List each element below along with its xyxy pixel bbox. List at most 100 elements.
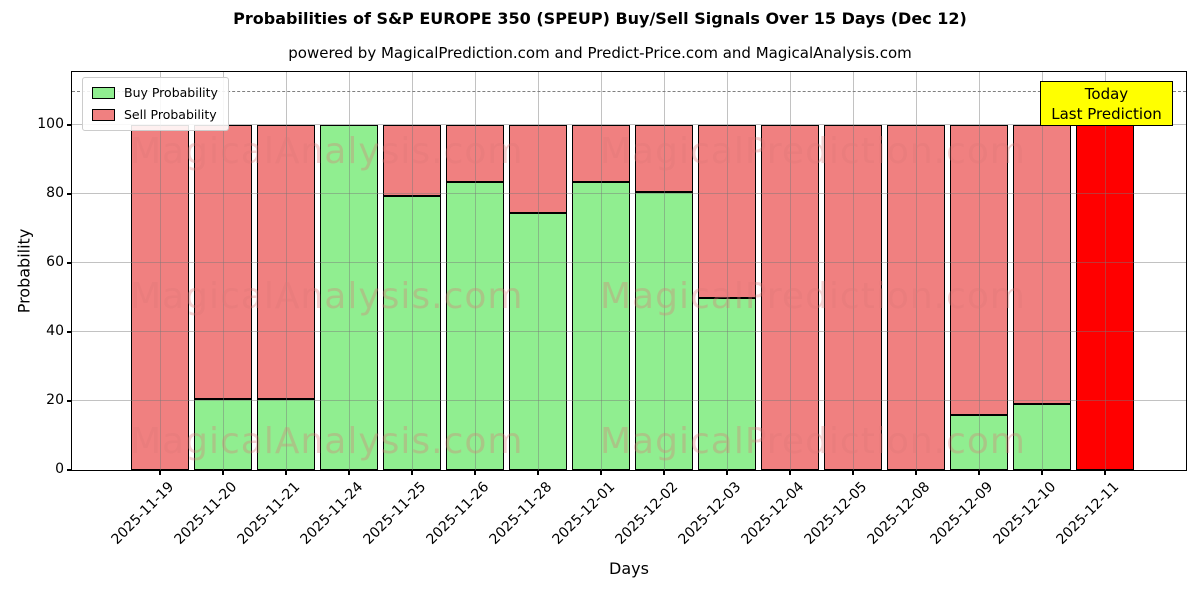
bar-sell-segment-2025-12-11 xyxy=(1076,125,1134,470)
vertical-gridline xyxy=(286,72,287,470)
bar-sell-segment-2025-12-09 xyxy=(950,125,1008,415)
legend-buy-label: Buy Probability xyxy=(124,85,218,100)
x-tick-mark xyxy=(600,470,602,475)
bar-sell-segment-2025-11-26 xyxy=(446,125,504,182)
legend-item-sell: Sell Probability xyxy=(92,107,218,122)
bar-sell-segment-2025-12-01 xyxy=(572,125,630,182)
y-tick-label: 60 xyxy=(46,254,64,270)
vertical-gridline xyxy=(601,72,602,470)
x-tick-mark xyxy=(348,470,350,475)
bar-buy-segment-2025-11-28 xyxy=(509,212,567,470)
x-tick-mark xyxy=(1104,470,1106,475)
x-tick-label: 2025-11-26 xyxy=(423,479,493,548)
x-tick-label: 2025-12-08 xyxy=(864,479,934,548)
bar-buy-segment-2025-11-25 xyxy=(383,195,441,470)
bar-buy-segment-2025-12-02 xyxy=(635,192,693,470)
x-tick-mark xyxy=(915,470,917,475)
y-tick-label: 100 xyxy=(37,116,64,132)
sell-swatch-icon xyxy=(92,108,115,121)
x-tick-mark xyxy=(537,470,539,475)
vertical-gridline xyxy=(979,72,980,470)
x-tick-mark xyxy=(474,470,476,475)
x-tick-mark xyxy=(726,470,728,475)
bar-buy-segment-2025-12-10 xyxy=(1013,404,1071,470)
horizontal-gridline xyxy=(72,262,1186,263)
y-tick-label: 40 xyxy=(46,323,64,339)
bar-buy-segment-2025-11-24 xyxy=(320,125,378,470)
y-tick-mark xyxy=(67,124,72,126)
x-tick-mark xyxy=(789,470,791,475)
y-axis-label: Probability xyxy=(14,228,34,314)
x-tick-label: 2025-12-11 xyxy=(1053,479,1123,548)
y-tick-label: 0 xyxy=(55,461,64,477)
horizontal-gridline xyxy=(72,400,1186,401)
bar-sell-segment-2025-11-19 xyxy=(131,125,189,470)
vertical-gridline xyxy=(475,72,476,470)
chart-subtitle: powered by MagicalPrediction.com and Pre… xyxy=(288,44,912,62)
legend-sell-label: Sell Probability xyxy=(124,107,217,122)
y-tick-mark xyxy=(67,469,72,471)
vertical-gridline xyxy=(349,72,350,470)
vertical-gridline xyxy=(727,72,728,470)
bar-buy-segment-2025-11-20 xyxy=(194,399,252,470)
x-tick-mark xyxy=(1041,470,1043,475)
threshold-dashed-line xyxy=(72,90,1186,92)
y-tick-mark xyxy=(67,262,72,264)
x-tick-label: 2025-11-19 xyxy=(108,479,178,548)
x-axis-label: Days xyxy=(609,559,649,578)
bar-sell-segment-2025-12-10 xyxy=(1013,125,1071,405)
x-tick-label: 2025-11-24 xyxy=(297,479,367,548)
x-tick-label: 2025-11-21 xyxy=(234,479,304,548)
vertical-gridline xyxy=(538,72,539,470)
x-tick-label: 2025-12-01 xyxy=(549,479,619,548)
bar-sell-segment-2025-12-08 xyxy=(887,125,945,470)
bar-buy-segment-2025-12-03 xyxy=(698,297,756,470)
y-tick-mark xyxy=(67,331,72,333)
y-tick-label: 20 xyxy=(46,392,64,408)
bar-sell-segment-2025-11-21 xyxy=(257,125,315,400)
bar-sell-segment-2025-11-20 xyxy=(194,125,252,400)
vertical-gridline xyxy=(1042,72,1043,470)
x-tick-label: 2025-12-04 xyxy=(738,479,808,548)
bar-sell-segment-2025-12-03 xyxy=(698,125,756,298)
bar-sell-segment-2025-11-28 xyxy=(509,125,567,213)
bar-buy-segment-2025-12-09 xyxy=(950,414,1008,470)
y-tick-label: 80 xyxy=(46,185,64,201)
bar-sell-segment-2025-11-25 xyxy=(383,125,441,196)
vertical-gridline xyxy=(412,72,413,470)
x-tick-mark xyxy=(159,470,161,475)
vertical-gridline xyxy=(664,72,665,470)
x-tick-mark xyxy=(285,470,287,475)
x-tick-label: 2025-11-25 xyxy=(360,479,430,548)
vertical-gridline xyxy=(790,72,791,470)
bar-buy-segment-2025-11-21 xyxy=(257,399,315,470)
vertical-gridline xyxy=(853,72,854,470)
x-tick-mark xyxy=(663,470,665,475)
bar-sell-segment-2025-12-02 xyxy=(635,125,693,193)
x-tick-label: 2025-11-20 xyxy=(171,479,241,548)
plot-area: MagicalAnalysis.com MagicalPrediction.com… xyxy=(71,71,1187,471)
vertical-gridline xyxy=(223,72,224,470)
buy-swatch-icon xyxy=(92,86,115,99)
bar-buy-segment-2025-11-26 xyxy=(446,181,504,470)
x-tick-mark xyxy=(852,470,854,475)
horizontal-gridline xyxy=(72,124,1186,125)
x-tick-mark xyxy=(411,470,413,475)
horizontal-gridline xyxy=(72,331,1186,332)
today-annotation-box: Today Last Prediction xyxy=(1040,81,1173,126)
x-tick-label: 2025-12-10 xyxy=(990,479,1060,548)
chart-title: Probabilities of S&P EUROPE 350 (SPEUP) … xyxy=(233,9,967,28)
today-annotation-line2: Last Prediction xyxy=(1051,104,1162,123)
x-tick-mark xyxy=(222,470,224,475)
legend-item-buy: Buy Probability xyxy=(92,85,218,100)
x-tick-label: 2025-12-03 xyxy=(675,479,745,548)
x-tick-label: 2025-12-02 xyxy=(612,479,682,548)
y-tick-mark xyxy=(67,400,72,402)
vertical-gridline xyxy=(1105,72,1106,470)
legend: Buy Probability Sell Probability xyxy=(82,77,229,131)
x-tick-label: 2025-11-28 xyxy=(486,479,556,548)
x-tick-mark xyxy=(978,470,980,475)
today-annotation-line1: Today xyxy=(1084,84,1129,103)
vertical-gridline xyxy=(916,72,917,470)
